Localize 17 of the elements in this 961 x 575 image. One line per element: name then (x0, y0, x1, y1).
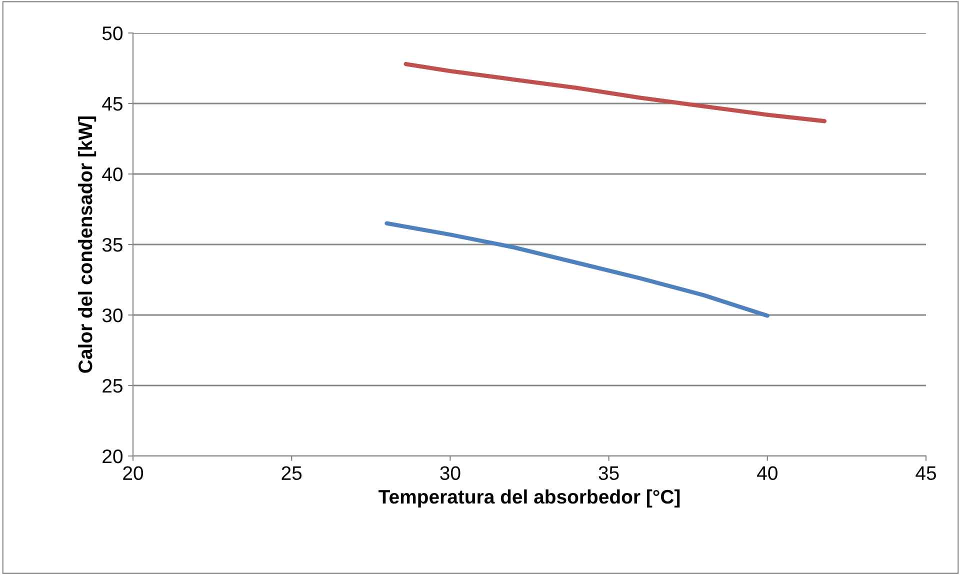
y-tick-label: 35 (102, 238, 122, 252)
y-tick-label: 40 (102, 167, 123, 182)
x-tick-label: 25 (282, 466, 302, 480)
y-tick-label: 30 (102, 308, 123, 322)
y-tick-label: 45 (102, 97, 122, 111)
y-tick-label: 25 (102, 378, 122, 393)
y-axis-title: Calor del condensador [kW] (78, 116, 96, 373)
y-tick-label: 20 (102, 449, 123, 464)
line-series (384, 221, 770, 318)
x-tick-label: 20 (123, 466, 144, 480)
line-series (404, 62, 827, 124)
x-tick-label: 45 (916, 466, 936, 480)
y-tick-label: 50 (102, 26, 123, 40)
x-tick-label: 40 (757, 466, 778, 480)
x-tick-label: 30 (440, 466, 460, 480)
x-axis-title: Temperatura del absorbedor [°C] (378, 489, 680, 508)
x-tick-label: 35 (598, 466, 619, 480)
